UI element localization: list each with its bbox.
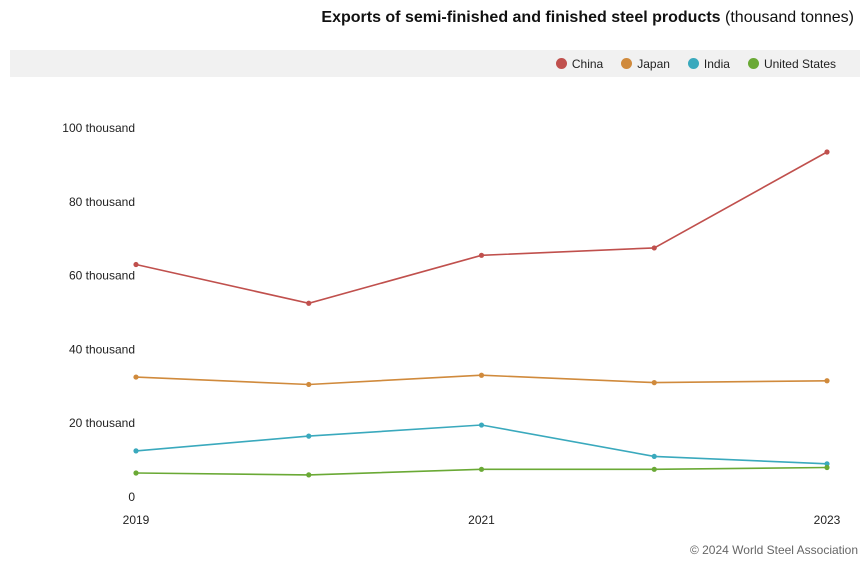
legend-label: India xyxy=(703,56,730,71)
legend-label: United States xyxy=(763,56,836,71)
legend-dot-icon xyxy=(747,58,759,69)
legend-label: China xyxy=(571,56,604,71)
data-point-united-states xyxy=(306,472,312,478)
credit-text: © 2024 World Steel Association xyxy=(689,543,858,557)
x-tick-label: 2019 xyxy=(123,513,150,527)
chart-title-unit: (thousand tonnes) xyxy=(725,9,854,26)
legend-dot-icon xyxy=(621,58,633,69)
data-point-india xyxy=(133,448,139,454)
legend-bar: China Japan India United States xyxy=(10,50,860,77)
legend-dot-icon xyxy=(555,58,567,69)
legend-dot-icon xyxy=(687,58,699,69)
chart-title-main: Exports of semi-finished and finished st… xyxy=(321,9,721,26)
data-point-japan xyxy=(824,378,830,384)
y-tick-label: 20 thousand xyxy=(69,416,135,430)
data-point-japan xyxy=(306,381,312,388)
series-line-china xyxy=(135,151,828,305)
data-point-japan xyxy=(651,380,657,386)
data-point-china xyxy=(478,252,485,258)
y-tick-label: 80 thousand xyxy=(69,195,135,209)
data-point-japan xyxy=(478,372,485,378)
data-point-united-states xyxy=(133,470,139,476)
y-tick-label: 60 thousand xyxy=(69,269,135,283)
data-point-china xyxy=(133,261,139,268)
y-tick-label: 100 thousand xyxy=(62,121,135,135)
legend-item-united-states[interactable]: United States xyxy=(747,56,836,71)
data-point-china xyxy=(651,245,657,251)
series-line-india xyxy=(135,424,828,465)
y-tick-label: 40 thousand xyxy=(69,342,135,356)
data-point-united-states xyxy=(651,466,657,472)
x-tick-label: 2023 xyxy=(814,513,841,527)
y-tick-label: 0 xyxy=(128,490,135,504)
data-point-india xyxy=(824,461,830,467)
legend-label: Japan xyxy=(637,56,670,71)
data-point-china xyxy=(824,149,830,155)
data-point-united-states xyxy=(824,464,830,471)
data-point-united-states xyxy=(478,466,485,472)
legend-item-china[interactable]: China xyxy=(555,56,604,71)
data-point-china xyxy=(306,300,312,306)
chart-title: Exports of semi-finished and finished st… xyxy=(321,9,854,27)
data-point-india xyxy=(651,453,657,460)
data-point-india xyxy=(306,433,312,439)
data-point-india xyxy=(478,422,485,428)
data-point-japan xyxy=(133,374,139,380)
legend-item-japan[interactable]: Japan xyxy=(621,57,670,71)
x-tick-label: 2021 xyxy=(468,513,495,527)
legend-item-india[interactable]: India xyxy=(687,56,730,71)
legend: China Japan India United States xyxy=(555,50,836,77)
